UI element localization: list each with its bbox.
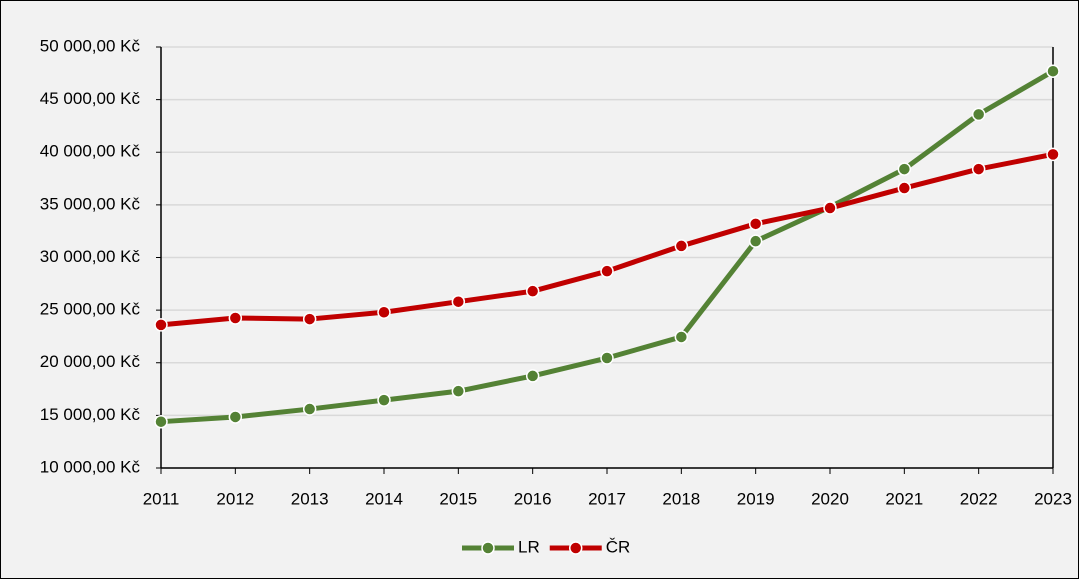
legend-marker — [481, 541, 495, 555]
y-tick-label: 25 000,00 Kč — [40, 300, 141, 319]
y-tick-label: 10 000,00 Kč — [40, 457, 141, 476]
point-marker — [748, 217, 763, 231]
x-tick-label: 2020 — [811, 489, 849, 508]
point-marker — [451, 384, 466, 398]
point-marker — [525, 284, 540, 298]
point-marker — [897, 181, 912, 195]
y-tick-label: 15 000,00 Kč — [40, 405, 141, 424]
y-tick-label: 35 000,00 Kč — [40, 194, 141, 213]
x-tick-label: 2016 — [514, 489, 552, 508]
x-tick-label: 2014 — [365, 489, 403, 508]
x-tick-label: 2011 — [143, 489, 180, 508]
point-marker — [1046, 64, 1060, 78]
x-tick-label: 2017 — [588, 489, 626, 508]
legend-label: ČR — [606, 537, 631, 556]
y-tick-label: 30 000,00 Kč — [40, 247, 141, 266]
point-marker — [823, 201, 837, 215]
legend-marker — [568, 541, 583, 555]
x-tick-label: 2015 — [439, 489, 477, 508]
y-tick-label: 20 000,00 Kč — [40, 352, 141, 371]
point-marker — [674, 330, 689, 344]
point-marker — [302, 402, 317, 416]
point-marker — [971, 107, 986, 122]
point-marker — [971, 162, 986, 176]
point-marker — [600, 351, 614, 365]
legend-label: LR — [518, 537, 540, 556]
x-tick-label: 2012 — [216, 489, 254, 508]
point-marker — [451, 294, 466, 309]
point-marker — [302, 312, 317, 326]
x-tick-label: 2021 — [885, 489, 923, 508]
y-tick-label: 40 000,00 Kč — [40, 142, 141, 161]
point-marker — [154, 318, 168, 332]
point-marker — [600, 264, 614, 278]
point-marker — [377, 305, 391, 319]
x-tick-label: 2022 — [960, 489, 998, 508]
point-marker — [1046, 147, 1060, 162]
point-marker — [154, 414, 168, 429]
y-tick-label: 45 000,00 Kč — [40, 89, 141, 108]
point-marker — [897, 162, 912, 176]
point-marker — [525, 369, 540, 383]
x-tick-label: 2018 — [662, 489, 700, 508]
point-marker — [674, 239, 689, 253]
point-marker — [228, 311, 243, 325]
y-tick-label: 50 000,00 Kč — [40, 36, 141, 55]
point-marker — [377, 393, 391, 407]
x-tick-label: 2013 — [291, 489, 329, 508]
x-tick-label: 2023 — [1034, 489, 1072, 508]
point-marker — [228, 410, 243, 424]
x-tick-label: 2019 — [737, 489, 775, 508]
point-marker — [748, 234, 763, 248]
